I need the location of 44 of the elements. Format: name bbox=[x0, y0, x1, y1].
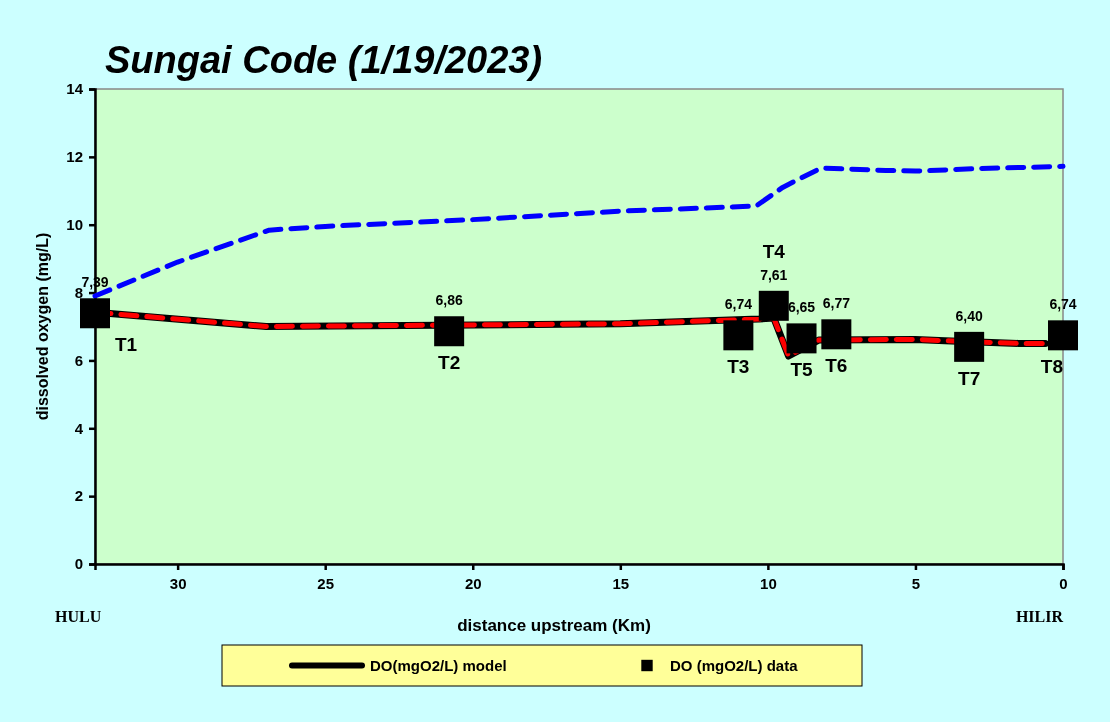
y-axis-title: dissolved oxygen (mg/L) bbox=[34, 232, 51, 421]
point bbox=[1048, 320, 1078, 351]
annotation: T8 bbox=[1040, 356, 1063, 378]
annotation: T1 bbox=[115, 334, 138, 356]
point bbox=[723, 320, 754, 351]
chart-title: Sungai Code (1/19/2023) bbox=[105, 39, 543, 81]
point bbox=[821, 319, 852, 350]
y-tick-label: 12 bbox=[66, 148, 83, 166]
data-label: 7,61 bbox=[760, 266, 788, 283]
data-label: 6,40 bbox=[955, 307, 983, 324]
y-tick-label: 6 bbox=[74, 351, 83, 369]
data-label: 6,77 bbox=[822, 295, 851, 312]
x-tick-label: 30 bbox=[169, 574, 187, 592]
text: HULU bbox=[55, 608, 102, 625]
y-tick-label: 4 bbox=[74, 419, 84, 437]
y-tick-label: 14 bbox=[66, 80, 84, 98]
text: HILIR bbox=[1015, 608, 1064, 625]
point bbox=[758, 290, 789, 321]
y-tick-label: 8 bbox=[74, 283, 83, 301]
point bbox=[954, 331, 985, 362]
x-axis-title: distance upstream (Km) bbox=[457, 616, 651, 635]
annotation: T3 bbox=[727, 356, 750, 378]
y-tick-label: 0 bbox=[74, 555, 83, 573]
x-tick-label: 25 bbox=[317, 574, 335, 592]
x-tick-label: 15 bbox=[612, 574, 630, 592]
data-label: 6,74 bbox=[724, 296, 753, 313]
y-tick-label: 10 bbox=[66, 216, 83, 234]
data-label: 6,86 bbox=[435, 292, 463, 309]
data-label: 6,74 bbox=[1049, 296, 1077, 313]
y-tick-label: 2 bbox=[74, 487, 83, 505]
point bbox=[80, 298, 110, 329]
legend-label: DO (mgO2/L) data bbox=[670, 656, 799, 674]
annotation: T4 bbox=[762, 240, 786, 262]
point bbox=[786, 323, 817, 354]
x-tick-label: 20 bbox=[464, 574, 482, 592]
annotation: T2 bbox=[438, 352, 461, 374]
annotation: T5 bbox=[790, 359, 814, 381]
x-tick-label: 0 bbox=[1059, 574, 1068, 592]
legend-label: DO(mgO2/L) model bbox=[370, 656, 507, 674]
point bbox=[434, 316, 465, 347]
x-tick-label: 10 bbox=[760, 574, 777, 592]
x-tick-label: 5 bbox=[911, 574, 921, 592]
annotation: T7 bbox=[958, 367, 981, 389]
annotation: T6 bbox=[825, 355, 848, 377]
